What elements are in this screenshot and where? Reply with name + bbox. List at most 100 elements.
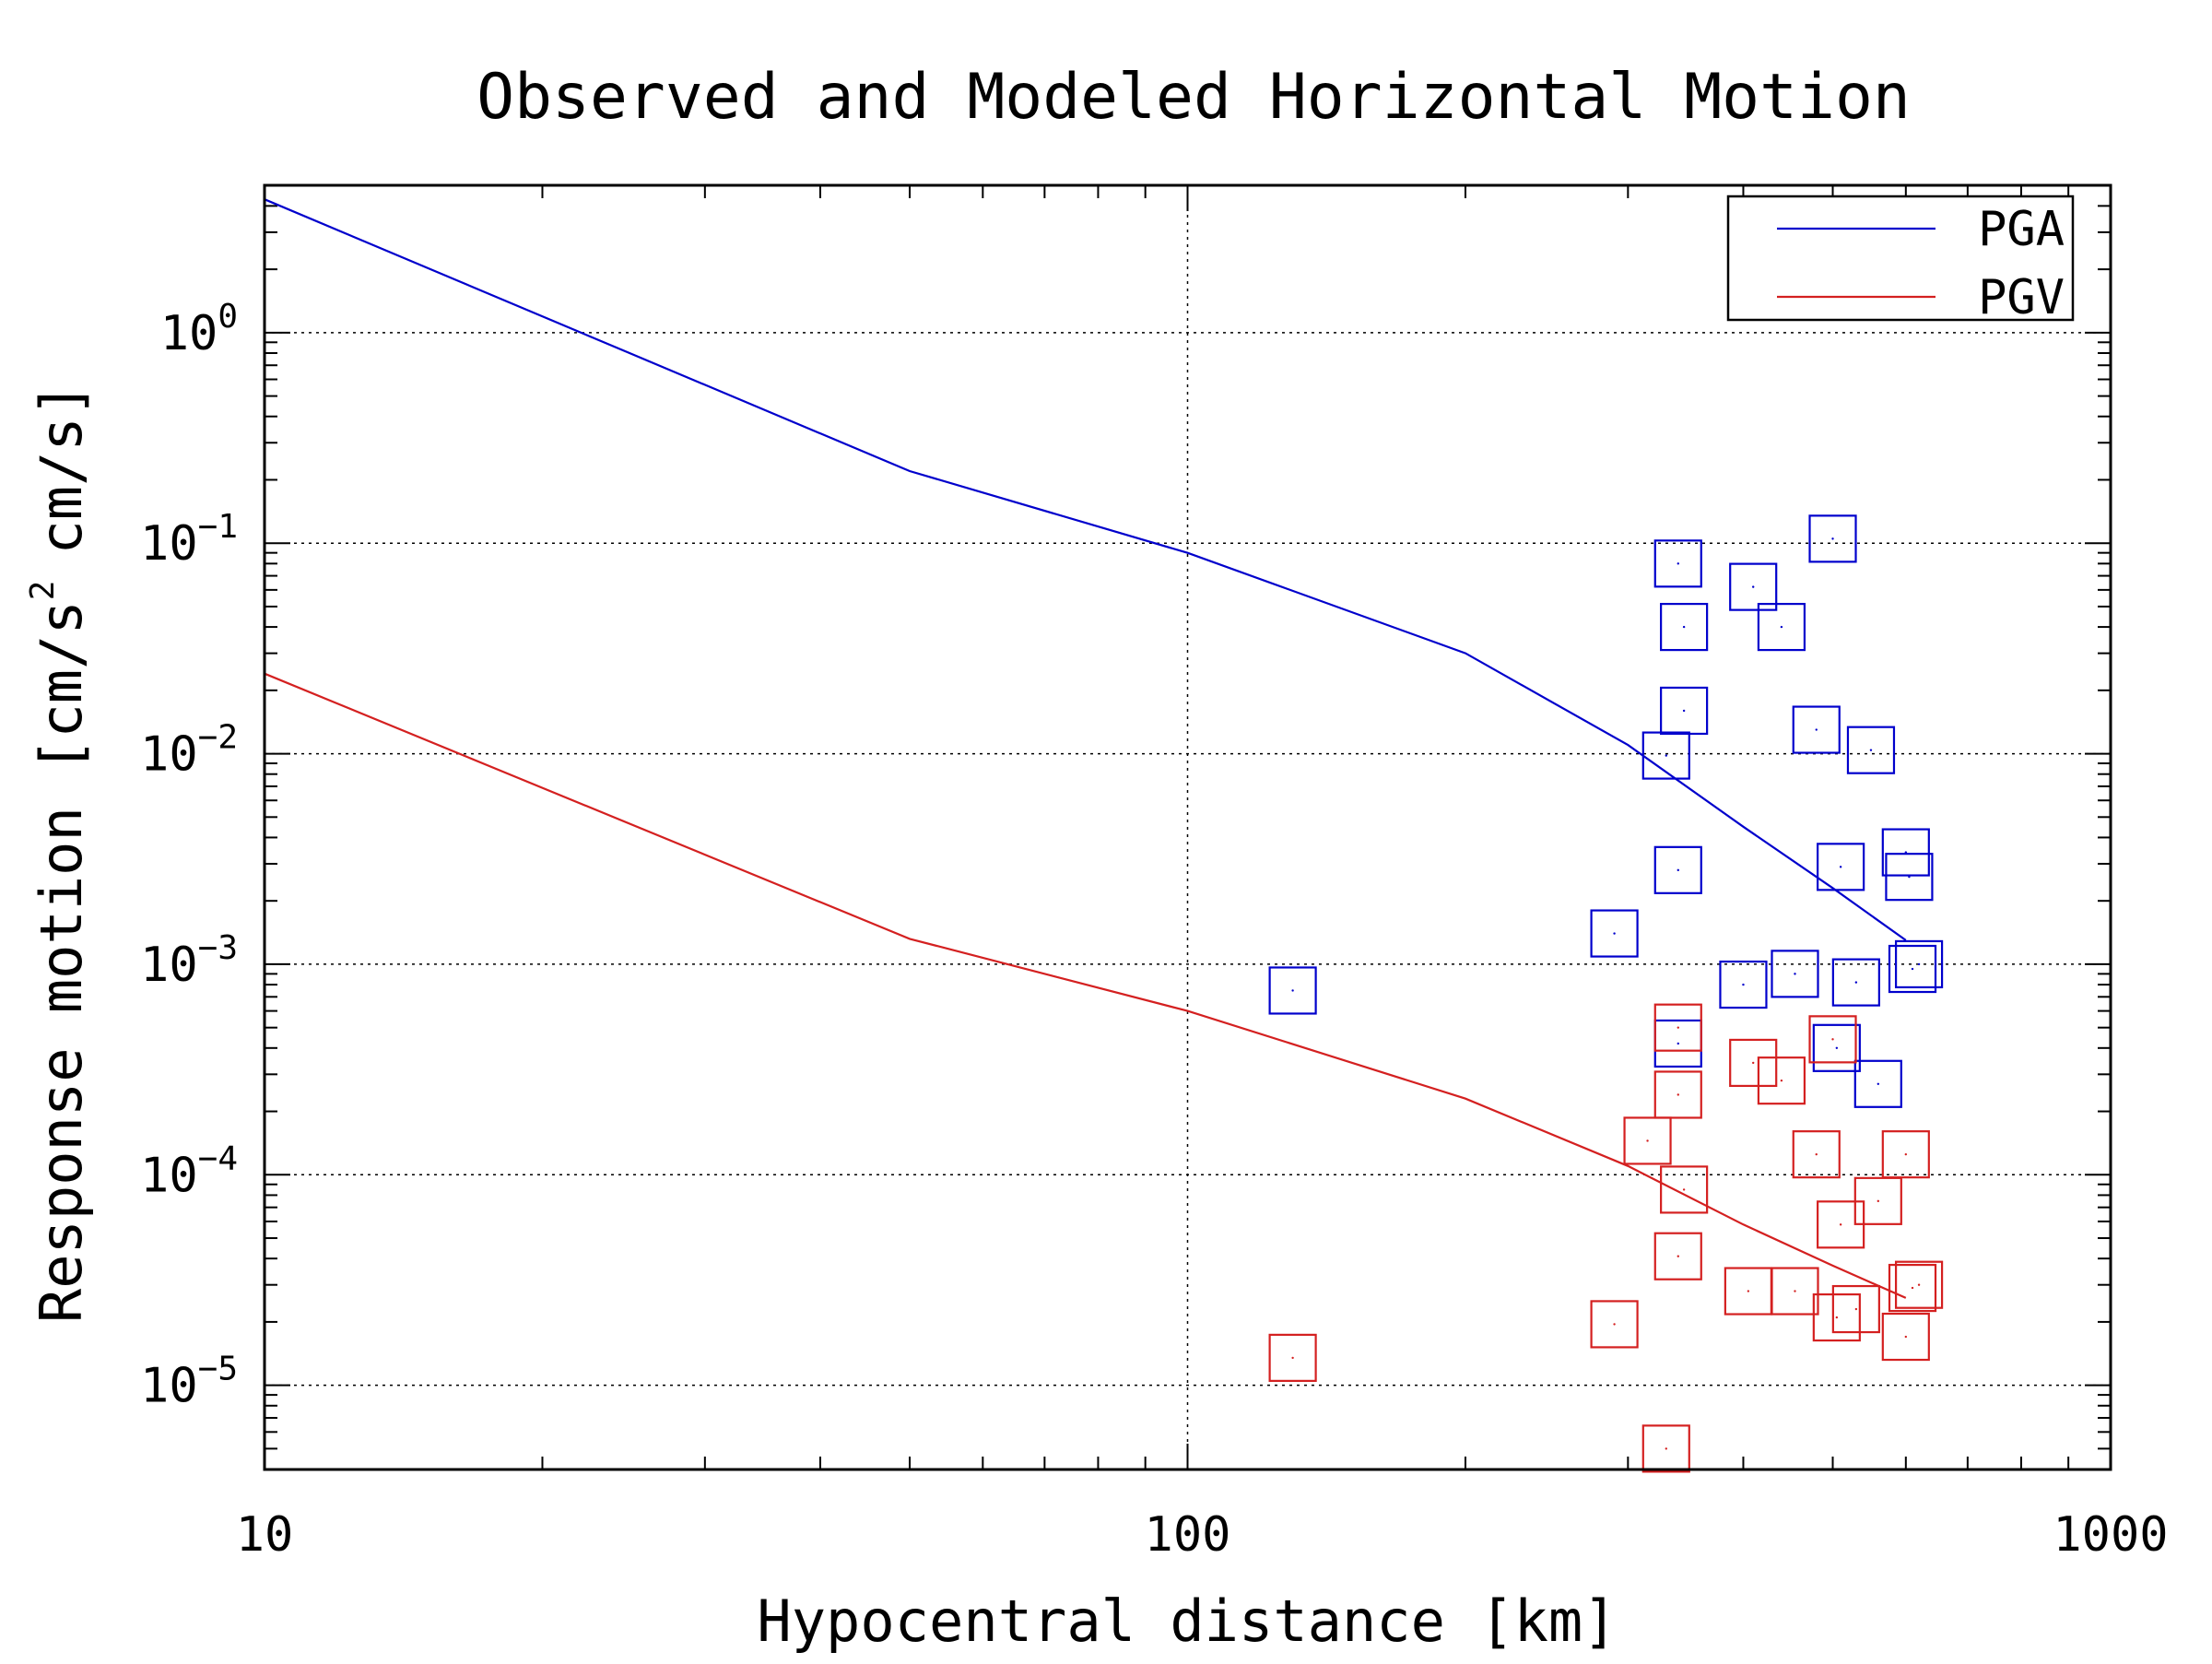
pgv-observed-center [1911,1286,1914,1290]
pgv-observed-point [1757,1056,1806,1105]
pgv-observed-center [1831,1038,1834,1041]
y-tick-label-exponent: −2 [198,719,238,757]
pga-observed-point [1757,602,1806,652]
pga-observed-point [1894,939,1944,989]
pga-observed-point [1729,562,1778,611]
pgv-observed-point [1653,1003,1702,1052]
axis-ticks [264,184,2111,1470]
y-tick-label-exponent: 0 [218,298,238,336]
pga-observed-center [1613,932,1616,935]
y-axis-label-text: Response motion [cm/s [28,600,95,1323]
pga-observed-center [1815,728,1818,731]
pgv-observed-point [1808,1015,1857,1064]
pga-observed-center [1677,1042,1679,1045]
chart-title: Observed and Modeled Horizontal Motion [477,61,1911,134]
pgv-observed-center [1794,1290,1796,1292]
pga-observed-center [1794,973,1796,975]
pga-observed-point [1268,966,1317,1015]
y-tick-label-base: 10 [140,727,198,783]
y-tick-label-base: 10 [140,516,198,572]
pgv-observed-center [1904,1152,1908,1156]
pga-observed-point [1771,950,1819,998]
pga-observed-point [1888,944,1937,994]
pgv-observed-point [1623,1116,1672,1165]
pgv-observed-point [1831,1284,1880,1334]
grid [265,185,2111,1469]
y-tick-label: 10−5 [140,1351,238,1414]
pga-observed-center [1742,983,1745,986]
pgv-observed-point [1729,1038,1778,1088]
pga-observed-point [1846,726,1896,774]
pga-observed-point [1808,514,1857,563]
pga-observed-center [1911,967,1914,971]
pga-observed-center [1917,962,1921,966]
pga-observed-point [1831,958,1880,1007]
pgv-observed-point [1771,1267,1819,1316]
y-tick-label: 10−3 [140,929,238,993]
pga-observed-point [1853,1059,1902,1108]
pga-observed-center [1682,625,1686,629]
x-axis-label: Hypocentral distance [km] [757,1587,1617,1655]
pga-observed-point [1641,731,1690,780]
pgv-observed-point [1653,1070,1702,1119]
pgv-observed-point [1881,1130,1930,1179]
pgv-observed-center [1646,1139,1649,1142]
y-axis-label-sup: 2 [24,581,62,601]
pga-observed-point [1885,853,1934,902]
pga-observed-point [1792,705,1841,754]
y-tick-label-exponent: −1 [198,508,238,546]
pga-observed-point [1881,828,1930,877]
pgv-observed-center [1677,1255,1679,1257]
pgv-observed-point [1590,1300,1639,1349]
x-tick-label: 1000 [2053,1507,2168,1563]
y-tick-label-base: 10 [140,1148,198,1203]
pga-observed-center [1752,585,1755,588]
series-layer [264,198,1944,1473]
y-tick-label-base: 10 [140,1359,198,1414]
pga-observed-point [1653,539,1702,588]
pga-observed-center [1877,1082,1880,1085]
pgv-observed-center [1747,1290,1750,1292]
pgv-observed-point [1268,1333,1317,1382]
pga-observed-point [1590,909,1639,958]
pga-observed-point [1660,686,1709,736]
pga-observed-point [1719,960,1768,1009]
legend-label-pgv: PGV [1978,270,2065,325]
x-tick-label: 100 [1145,1507,1231,1563]
y-tick-label-base: 10 [160,306,218,361]
pga-observed-center [1839,866,1842,868]
pgv-observed-point [1653,1232,1702,1280]
pgv-observed-point [1881,1312,1930,1362]
pga-observed-point [1660,602,1709,652]
pgv-observed-center [1677,1093,1679,1096]
pgv-observed-point [1853,1176,1902,1225]
pga-observed-center [1665,754,1667,757]
plot-frame [263,183,2112,1471]
legend: PGA PGV [1726,195,2075,325]
y-axis-label-unit: cm/s] [28,383,95,555]
y-tick-label-exponent: −3 [198,929,238,967]
pgv-observed-point [1894,1260,1944,1309]
pgv-observed-center [1682,1188,1686,1191]
pgv-observed-center [1839,1223,1842,1226]
pga-observed-center [1869,749,1873,751]
pgv-observed-center [1835,1316,1839,1319]
pga-observed-center [1291,989,1294,992]
pga-observed-center [1682,709,1686,713]
y-axis-label: Response motion [cm/s2 cm/s] [24,383,95,1323]
pgv-observed-point [1888,1263,1937,1313]
pgv-observed-center [1291,1356,1294,1360]
y-tick-label: 10−1 [140,508,238,572]
pga-observed-center [1677,868,1679,872]
pgv-observed-center [1752,1061,1755,1065]
series-pga [264,198,1944,1108]
y-tick-label: 10−2 [140,719,238,783]
series-pgv [264,672,1944,1473]
pga-observed-center [1780,625,1783,629]
pgv-observed-center [1613,1323,1616,1326]
pgv-observed-center [1677,1026,1679,1029]
x-tick-label: 10 [236,1507,294,1563]
